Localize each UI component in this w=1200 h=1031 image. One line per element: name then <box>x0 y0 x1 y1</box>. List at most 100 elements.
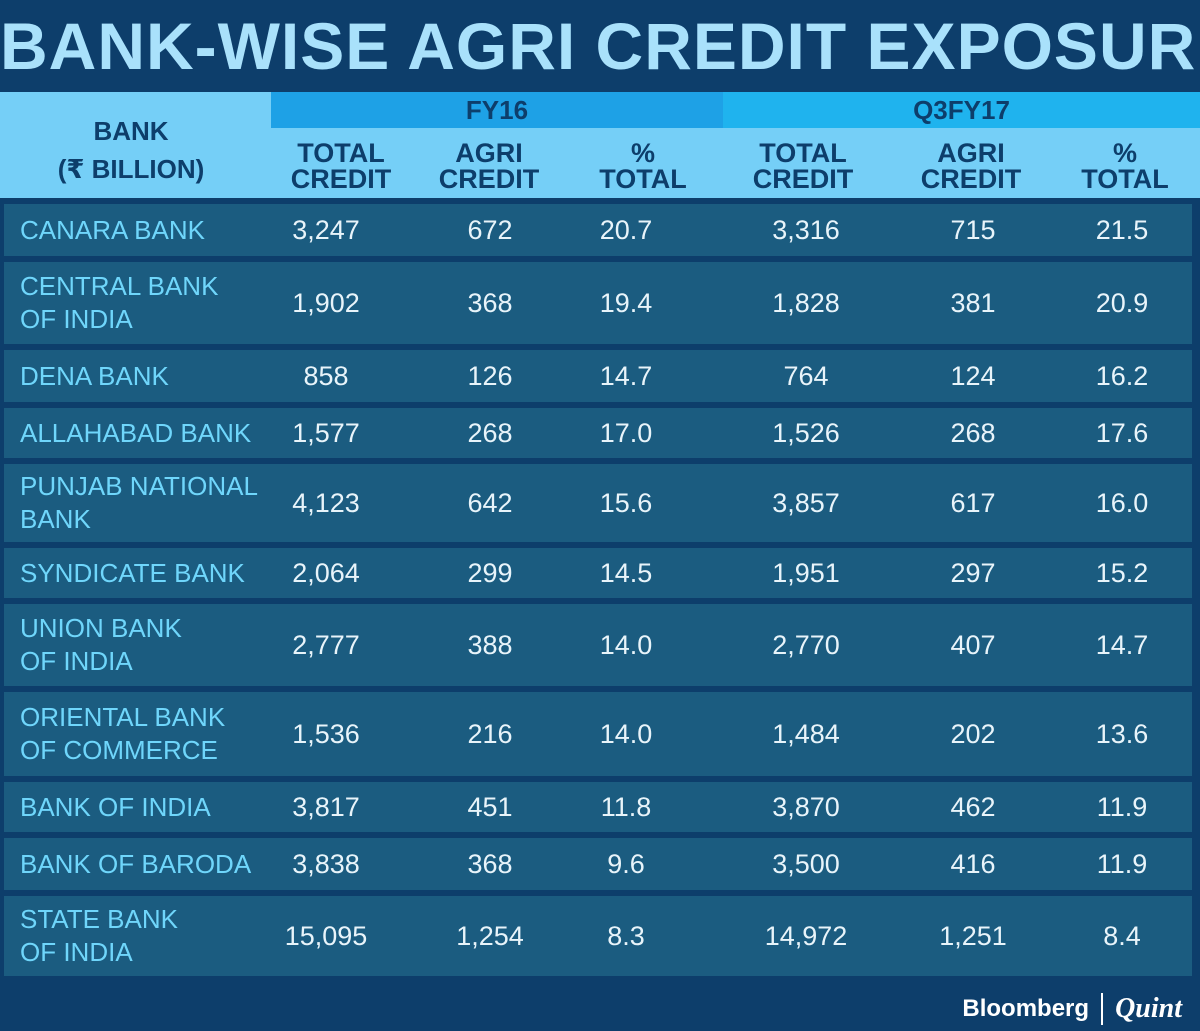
value-cell: 21.5 <box>1095 214 1149 245</box>
footer: Bloomberg Quint <box>0 985 1200 1031</box>
column-header-q3fy17-agri-credit: AGRI CREDIT <box>896 138 1046 194</box>
value-cell: 672 <box>467 214 513 245</box>
bank-name: ALLAHABAD BANK <box>20 417 252 448</box>
value-cell: 1,536 <box>292 718 360 749</box>
value-cell: 3,870 <box>772 791 840 822</box>
value-cell: 17.0 <box>599 417 653 448</box>
value-cell: 299 <box>467 557 513 588</box>
value-cell: 14.7 <box>599 360 653 391</box>
value-cell: 268 <box>467 417 513 448</box>
value-cell: 9.6 <box>607 848 645 879</box>
bank-name: CANARA BANK <box>20 214 205 245</box>
value-cell: 3,247 <box>292 214 360 245</box>
value-cell: 216 <box>467 718 513 749</box>
value-cell: 4,123 <box>292 487 360 518</box>
value-cell: 13.6 <box>1095 718 1149 749</box>
value-cell: 3,817 <box>292 791 360 822</box>
column-header-line: TOTAL <box>759 138 847 168</box>
column-header-fy16-percent-total: % TOTAL <box>568 140 718 194</box>
table-row: BANK OF BARODA 3,838 368 9.6 3,500 416 11.9 <box>4 838 1192 890</box>
bank-name: BANK OF BARODA <box>20 848 252 879</box>
brand-logo: Bloomberg Quint <box>962 989 1182 1029</box>
value-cell: 416 <box>950 848 996 879</box>
bank-column-header-line-2: (₹ BILLION) <box>57 154 205 184</box>
bank-name: BANK OF INDIA <box>20 791 211 822</box>
value-cell: 8.4 <box>1103 920 1141 951</box>
value-cell: 1,484 <box>772 718 840 749</box>
value-cell: 3,500 <box>772 848 840 879</box>
column-header-line: % <box>1112 138 1137 168</box>
table-row: STATE BANK OF INDIA 15,095 1,254 8.3 14,972 1… <box>4 896 1192 976</box>
value-cell: 11.9 <box>1096 848 1148 879</box>
brand-divider <box>1101 993 1104 1025</box>
period-header-fy16: FY16 <box>271 92 723 128</box>
column-header-line: TOTAL <box>1081 164 1169 194</box>
value-cell: 2,064 <box>292 557 360 588</box>
value-cell: 1,902 <box>292 287 360 318</box>
value-cell: 202 <box>950 718 996 749</box>
value-cell: 14.7 <box>1095 629 1149 660</box>
bank-name: ORIENTAL BANK OF COMMERCE <box>20 702 226 765</box>
period-header-q3fy17: Q3FY17 <box>723 92 1200 128</box>
value-cell: 1,254 <box>456 920 524 951</box>
table-row: DENA BANK 858 126 14.7 764 124 16.2 <box>4 350 1192 402</box>
table-row: CENTRAL BANK OF INDIA 1,902 368 19.4 1,828 38… <box>4 262 1192 344</box>
value-cell: 368 <box>467 848 513 879</box>
value-cell: 8.3 <box>607 920 645 951</box>
value-cell: 1,251 <box>939 920 1007 951</box>
brand-quint: Quint <box>1115 993 1182 1024</box>
table-row: UNION BANK OF INDIA 2,777 388 14.0 2,770 407 1… <box>4 604 1192 686</box>
value-cell: 15,095 <box>284 920 368 951</box>
value-cell: 17.6 <box>1095 417 1149 448</box>
value-cell: 20.9 <box>1095 287 1149 318</box>
value-cell: 715 <box>950 214 996 245</box>
bank-name: PUNJAB NATIONAL BANK <box>20 471 258 534</box>
value-cell: 19.4 <box>599 287 653 318</box>
column-header-q3fy17-total-credit: TOTAL CREDIT <box>728 138 878 193</box>
column-header-fy16-total-credit: TOTAL CREDIT <box>266 140 416 194</box>
value-cell: 388 <box>467 629 513 660</box>
bank-name: STATE BANK OF INDIA <box>20 904 178 967</box>
value-cell: 381 <box>950 287 996 318</box>
column-header-line: CREDIT <box>438 164 540 194</box>
value-cell: 3,316 <box>772 214 840 245</box>
value-cell: 11.9 <box>1096 791 1148 822</box>
value-cell: 3,838 <box>292 848 360 879</box>
value-cell: 3,857 <box>772 487 840 518</box>
value-cell: 16.0 <box>1095 487 1149 518</box>
column-header-q3fy17-percent-total: % TOTAL <box>1050 138 1200 194</box>
brand-bloomberg: Bloomberg <box>962 995 1090 1022</box>
bank-name: UNION BANK OF INDIA <box>20 613 182 676</box>
value-cell: 15.2 <box>1095 557 1149 588</box>
table-row: CANARA BANK 3,247 672 20.7 3,316 715 21.5 <box>4 204 1192 256</box>
value-cell: 462 <box>950 791 996 822</box>
value-cell: 2,770 <box>772 629 840 660</box>
table-row: PUNJAB NATIONAL BANK 4,123 642 15.6 3,857 617… <box>4 464 1192 542</box>
value-cell: 642 <box>467 487 513 518</box>
bank-name: CENTRAL BANK OF INDIA <box>20 271 219 334</box>
value-cell: 858 <box>303 360 349 391</box>
value-cell: 1,951 <box>772 557 840 588</box>
bank-name: DENA BANK <box>20 360 169 391</box>
value-cell: 764 <box>783 360 829 391</box>
column-header-line: CREDIT <box>290 164 392 194</box>
bank-column-header-line-1: BANK <box>93 116 169 146</box>
chart-title: BANK-WISE AGRI CREDIT EXPOSURE <box>0 9 1200 83</box>
column-header-line: AGRI <box>455 138 523 168</box>
value-cell: 14.5 <box>599 557 653 588</box>
table-row: ORIENTAL BANK OF COMMERCE 1,536 216 14.0 1,4… <box>4 692 1192 776</box>
table-row: BANK OF INDIA 3,817 451 11.8 3,870 462 11.9 <box>4 782 1192 832</box>
value-cell: 11.8 <box>600 791 652 822</box>
value-cell: 14,972 <box>764 920 848 951</box>
table-row: ALLAHABAD BANK 1,577 268 17.0 1,526 268 17.6 <box>4 408 1192 458</box>
column-header-line: AGRI <box>937 138 1005 168</box>
bank-column-header: BANK (₹ BILLION) <box>0 112 262 188</box>
value-cell: 1,577 <box>292 417 360 448</box>
value-cell: 617 <box>950 487 996 518</box>
table-header: FY16 Q3FY17 BANK (₹ BILLION) TOTAL CREDI… <box>0 92 1200 198</box>
value-cell: 451 <box>467 791 513 822</box>
column-header-line: TOTAL <box>599 164 687 194</box>
column-header-line: CREDIT <box>920 164 1022 194</box>
value-cell: 14.0 <box>599 718 653 749</box>
